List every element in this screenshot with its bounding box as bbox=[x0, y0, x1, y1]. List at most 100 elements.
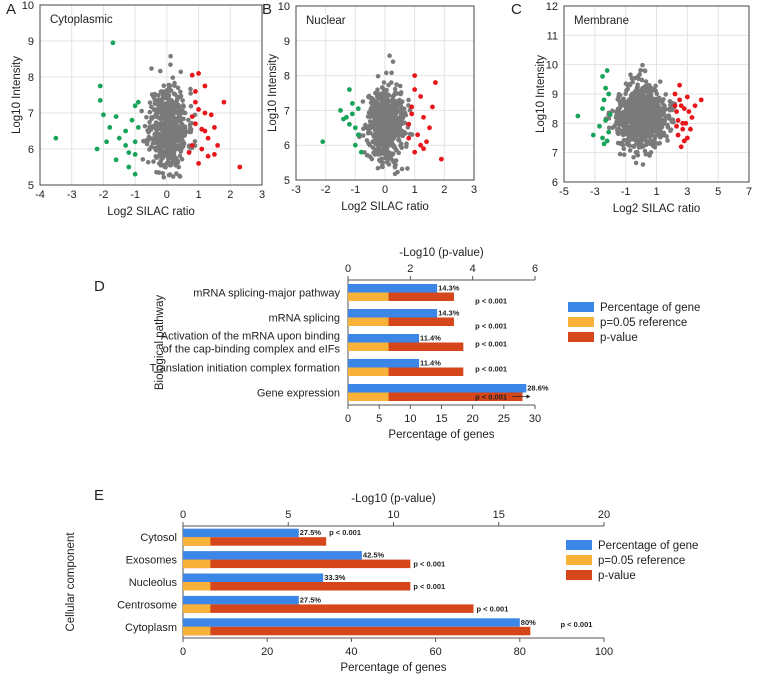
y-tick-label: 6 bbox=[284, 140, 290, 152]
data-point-unchanged bbox=[389, 123, 394, 129]
data-point-unchanged bbox=[637, 139, 642, 145]
data-point-up bbox=[186, 150, 192, 156]
data-point-up bbox=[205, 135, 211, 141]
data-point-down bbox=[349, 101, 355, 106]
data-point-unchanged bbox=[175, 85, 181, 91]
data-point-down bbox=[320, 139, 326, 145]
y-axis-title: Cellular component bbox=[65, 532, 77, 632]
data-point-unchanged bbox=[633, 160, 639, 166]
data-point-down bbox=[607, 112, 613, 117]
x-tick-label: -3 bbox=[67, 189, 77, 201]
x-tick-label: 1 bbox=[412, 184, 418, 196]
data-point-up bbox=[418, 94, 423, 99]
data-point-unchanged bbox=[384, 159, 390, 165]
data-point-unchanged bbox=[165, 140, 170, 145]
bottom-axis-title: Percentage of genes bbox=[388, 429, 494, 441]
data-point-unchanged bbox=[629, 76, 635, 81]
data-point-unchanged bbox=[621, 138, 627, 143]
data-point-down bbox=[600, 135, 605, 141]
percentage-label: 28.6% bbox=[527, 384, 549, 393]
bottom-tick-label: 0 bbox=[180, 646, 186, 658]
data-point-unchanged bbox=[175, 110, 180, 115]
panel-letter-a: A bbox=[6, 1, 16, 18]
y-tick-label: 10 bbox=[546, 60, 558, 72]
pvalue-label: p < 0.001 bbox=[475, 322, 507, 331]
data-point-unchanged bbox=[405, 166, 410, 171]
bar-pvalue bbox=[348, 317, 454, 326]
data-point-unchanged bbox=[633, 132, 639, 137]
data-point-unchanged bbox=[192, 139, 198, 144]
percentage-label: 14.3% bbox=[438, 309, 460, 318]
bottom-tick-label: 60 bbox=[429, 646, 441, 658]
data-point-unchanged bbox=[616, 92, 622, 97]
data-point-unchanged bbox=[391, 92, 397, 98]
data-point-unchanged bbox=[188, 91, 193, 96]
data-point-unchanged bbox=[140, 157, 146, 162]
data-point-unchanged bbox=[167, 162, 173, 168]
legend-swatch bbox=[566, 570, 592, 580]
data-point-unchanged bbox=[154, 107, 160, 112]
data-point-unchanged bbox=[164, 125, 170, 131]
data-point-unchanged bbox=[668, 128, 673, 134]
data-point-unchanged bbox=[652, 107, 658, 113]
x-tick-label: 3 bbox=[471, 184, 477, 196]
data-point-unchanged bbox=[626, 97, 632, 102]
data-point-unchanged bbox=[615, 140, 621, 146]
category-label: Translation initiation complex formation bbox=[150, 363, 340, 375]
data-point-unchanged bbox=[625, 131, 630, 137]
bar-reference bbox=[183, 582, 211, 591]
data-point-down bbox=[135, 99, 141, 105]
data-point-unchanged bbox=[382, 101, 388, 106]
data-point-unchanged bbox=[180, 144, 186, 149]
data-point-unchanged bbox=[153, 126, 159, 132]
data-point-unchanged bbox=[156, 138, 162, 144]
y-tick-label: 10 bbox=[278, 1, 290, 13]
data-point-unchanged bbox=[373, 141, 379, 147]
data-point-unchanged bbox=[170, 125, 176, 131]
top-tick-label: 6 bbox=[532, 263, 538, 275]
data-point-unchanged bbox=[388, 80, 394, 85]
data-point-down bbox=[355, 106, 361, 112]
data-point-unchanged bbox=[651, 128, 657, 133]
x-tick-label: -3 bbox=[291, 184, 301, 196]
data-point-unchanged bbox=[649, 112, 654, 118]
data-point-down bbox=[603, 85, 609, 91]
data-point-unchanged bbox=[647, 138, 653, 144]
bottom-tick-label: 80 bbox=[514, 646, 526, 658]
y-tick-label: 8 bbox=[284, 71, 290, 83]
top-tick-label: 0 bbox=[345, 263, 351, 275]
bar-reference bbox=[183, 537, 211, 546]
pvalue-label: p < 0.001 bbox=[561, 620, 593, 629]
data-point-unchanged bbox=[370, 121, 376, 127]
panel-letter-b: B bbox=[262, 1, 272, 18]
data-point-unchanged bbox=[639, 109, 645, 115]
data-point-unchanged bbox=[659, 112, 664, 118]
data-point-unchanged bbox=[399, 145, 404, 151]
data-point-unchanged bbox=[404, 141, 409, 147]
data-point-unchanged bbox=[375, 151, 381, 156]
data-point-unchanged bbox=[145, 159, 151, 165]
overflow-arrowhead bbox=[526, 394, 531, 399]
data-point-unchanged bbox=[367, 154, 373, 160]
data-point-unchanged bbox=[156, 161, 162, 166]
data-point-up bbox=[202, 110, 208, 116]
data-point-unchanged bbox=[371, 150, 376, 155]
bar-reference bbox=[183, 559, 211, 569]
x-axis-title: Log2 SILAC ratio bbox=[107, 206, 195, 218]
data-point-up bbox=[675, 132, 681, 138]
category-label: Centrosome bbox=[117, 599, 177, 611]
data-point-unchanged bbox=[177, 173, 182, 179]
data-point-unchanged bbox=[374, 119, 379, 124]
x-tick-label: -1 bbox=[130, 189, 140, 201]
data-point-down bbox=[132, 152, 138, 157]
data-point-up bbox=[424, 139, 429, 145]
data-point-down bbox=[358, 149, 364, 155]
data-point-unchanged bbox=[364, 125, 370, 131]
top-tick-label: 0 bbox=[180, 509, 186, 521]
data-point-unchanged bbox=[398, 91, 403, 97]
data-point-unchanged bbox=[641, 133, 647, 139]
data-point-unchanged bbox=[161, 174, 167, 180]
data-point-down bbox=[603, 118, 609, 123]
data-point-unchanged bbox=[171, 119, 177, 125]
data-point-unchanged bbox=[379, 130, 384, 135]
